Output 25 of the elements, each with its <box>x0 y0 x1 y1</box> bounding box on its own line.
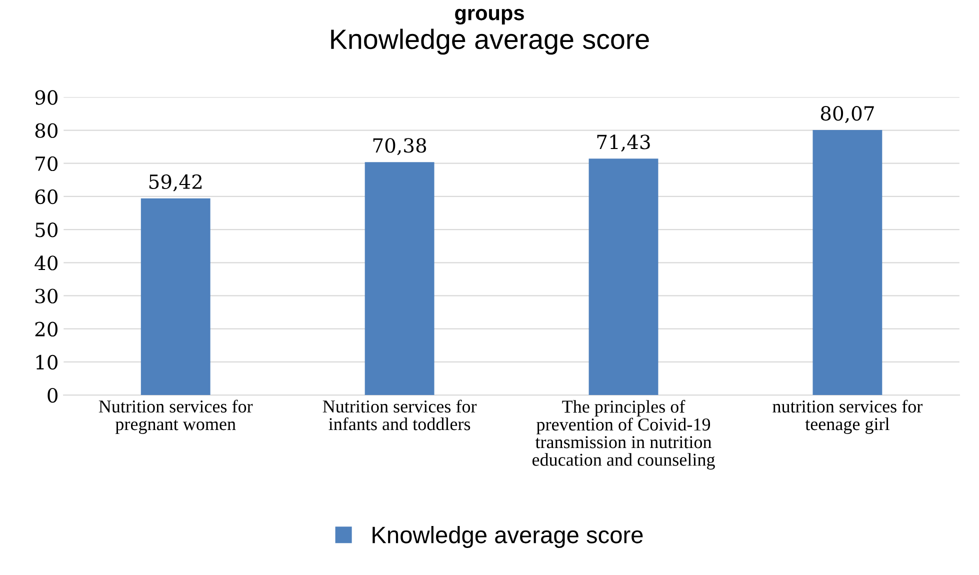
y-tick-label: 20 <box>35 322 58 336</box>
y-tick-label: 50 <box>36 222 58 238</box>
text: groups <box>455 8 524 25</box>
data-label: 59,42 <box>149 174 202 192</box>
y-tick-label: 70 <box>36 156 58 172</box>
y-tick-label: 40 <box>34 256 58 270</box>
x-tick-label: Nutrition services for pregnant women <box>98 400 253 434</box>
bar <box>588 158 658 396</box>
x-tick-label: nutrition services for teenage girl <box>772 400 922 434</box>
y-tick-label: 90 <box>35 90 58 105</box>
data-label: 80,07 <box>820 106 874 124</box>
bar <box>364 162 434 396</box>
y-tick-label: 80 <box>35 123 58 138</box>
bar <box>140 198 210 396</box>
x-tick-label: Nutrition services for infants and toddlers <box>322 400 477 430</box>
y-tick-label: 30 <box>36 288 58 304</box>
chart-title: Knowledge average score <box>331 28 649 55</box>
y-tick-label: 0 <box>48 388 58 403</box>
data-label: 71,43 <box>597 134 650 152</box>
bar <box>812 130 882 396</box>
x-tick-label: The principles of prevention of Coivid-19 transmission in nutrition education and counseling <box>532 400 715 470</box>
y-tick-label: 10 <box>36 354 58 370</box>
legend-label: Knowledge average score <box>372 526 643 548</box>
y-tick-label: 60 <box>35 189 58 204</box>
data-label: 70,38 <box>373 138 426 156</box>
